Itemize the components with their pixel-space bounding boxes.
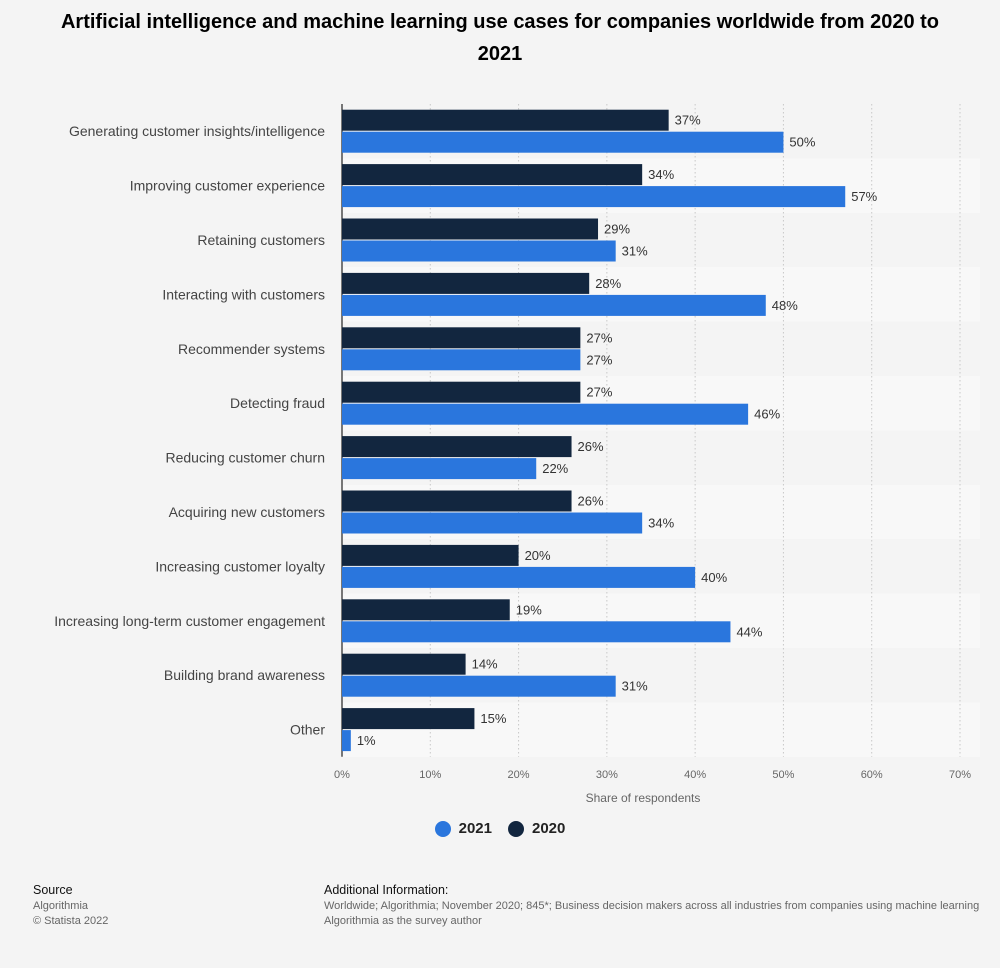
category-label: Interacting with customers xyxy=(162,286,325,302)
data-label-2020: 20% xyxy=(525,548,551,563)
bar-2021 xyxy=(342,621,731,643)
bar-2021 xyxy=(342,131,784,153)
source-heading: Source xyxy=(33,883,73,897)
bar-2021 xyxy=(342,294,766,316)
data-label-2020: 37% xyxy=(675,113,701,128)
data-label-2021: 46% xyxy=(754,407,780,422)
data-label-2021: 57% xyxy=(851,189,877,204)
additional-info-line-2: Algorithmia as the survey author xyxy=(324,915,482,927)
data-label-2021: 31% xyxy=(622,244,648,259)
x-tick-label: 20% xyxy=(508,769,530,781)
category-label: Retaining customers xyxy=(197,232,325,248)
x-axis-label: Share of respondents xyxy=(586,791,701,805)
data-label-2021: 31% xyxy=(622,679,648,694)
source-name[interactable]: Algorithmia xyxy=(33,900,89,912)
legend-item-2020[interactable]: 2020 xyxy=(508,820,565,837)
category-label: Building brand awareness xyxy=(164,667,325,683)
bar-2020 xyxy=(342,653,466,675)
data-label-2021: 48% xyxy=(772,298,798,313)
data-label-2020: 29% xyxy=(604,222,630,237)
bar-2020 xyxy=(342,490,572,512)
bar-2021 xyxy=(342,675,616,697)
bar-2021 xyxy=(342,458,537,480)
bar-2020 xyxy=(342,164,643,186)
bar-2020 xyxy=(342,436,572,458)
category-label: Increasing customer loyalty xyxy=(155,558,325,574)
x-tick-label: 30% xyxy=(596,769,618,781)
chart-title: Artificial intelligence and machine lear… xyxy=(60,11,940,65)
bar-2021 xyxy=(342,403,749,425)
data-label-2021: 1% xyxy=(357,733,376,748)
category-label: Acquiring new customers xyxy=(169,504,325,520)
additional-info-heading: Additional Information: xyxy=(324,883,449,897)
bar-2021 xyxy=(342,240,616,262)
bar-chart: 0% 10% 20% 30% 40% 50% 60% 70% Share of responde… xyxy=(54,104,972,805)
category-label: Generating customer insights/intelligenc… xyxy=(69,123,325,139)
category-label: Other xyxy=(290,722,325,738)
data-label-2020: 28% xyxy=(595,276,621,291)
x-tick-label: 10% xyxy=(419,769,441,781)
bar-2020 xyxy=(342,272,590,294)
data-label-2020: 14% xyxy=(472,657,498,672)
category-label: Increasing long-term customer engagement xyxy=(54,613,325,629)
data-label-2021: 27% xyxy=(586,352,612,367)
bar-2020 xyxy=(342,381,581,403)
data-label-2021: 40% xyxy=(701,570,727,585)
x-tick-label: 0% xyxy=(334,769,350,781)
bar-2020 xyxy=(342,544,519,566)
additional-info-line-1: Worldwide; Algorithmia; November 2020; 8… xyxy=(324,900,980,912)
legend-label: 2020 xyxy=(532,820,566,837)
category-label: Recommender systems xyxy=(178,341,325,357)
legend-label: 2021 xyxy=(458,820,492,837)
bar-2020 xyxy=(342,218,599,240)
bar-2021 xyxy=(342,186,846,208)
data-label-2020: 27% xyxy=(586,385,612,400)
data-label-2020: 34% xyxy=(648,167,674,182)
data-label-2021: 50% xyxy=(789,135,815,150)
bar-2021 xyxy=(342,730,351,752)
category-label: Improving customer experience xyxy=(130,178,326,194)
source-block: Source Algorithmia © Statista 2022 xyxy=(33,883,108,929)
category-label: Detecting fraud xyxy=(230,395,325,411)
category-label: Reducing customer churn xyxy=(165,450,325,466)
bar-2021 xyxy=(342,566,696,588)
bar-2021 xyxy=(342,512,643,534)
additional-info-block: Additional Information: Worldwide; Algor… xyxy=(324,883,1000,929)
data-label-2020: 26% xyxy=(578,494,604,509)
legend-swatch xyxy=(434,820,451,837)
copyright-text[interactable]: © Statista 2022 xyxy=(33,915,109,927)
data-label-2021: 44% xyxy=(736,624,762,639)
legend-swatch xyxy=(508,820,524,837)
legend-item-2021[interactable]: 2021 xyxy=(434,820,492,837)
data-label-2020: 15% xyxy=(480,711,506,726)
bar-2020 xyxy=(342,327,581,349)
bar-2020 xyxy=(342,599,510,621)
x-tick-label: 40% xyxy=(684,769,706,781)
data-label-2021: 34% xyxy=(648,516,674,531)
data-label-2021: 22% xyxy=(542,461,568,476)
x-tick-label: 50% xyxy=(772,769,794,781)
x-tick-label: 70% xyxy=(949,769,971,781)
bar-2021 xyxy=(342,349,581,371)
chart-legend: 2021 2020 xyxy=(0,820,1000,837)
bar-2020 xyxy=(342,708,475,730)
data-label-2020: 27% xyxy=(586,330,612,345)
bar-2020 xyxy=(342,109,669,131)
data-label-2020: 19% xyxy=(516,602,542,617)
x-tick-label: 60% xyxy=(861,769,883,781)
data-label-2020: 26% xyxy=(578,439,604,454)
